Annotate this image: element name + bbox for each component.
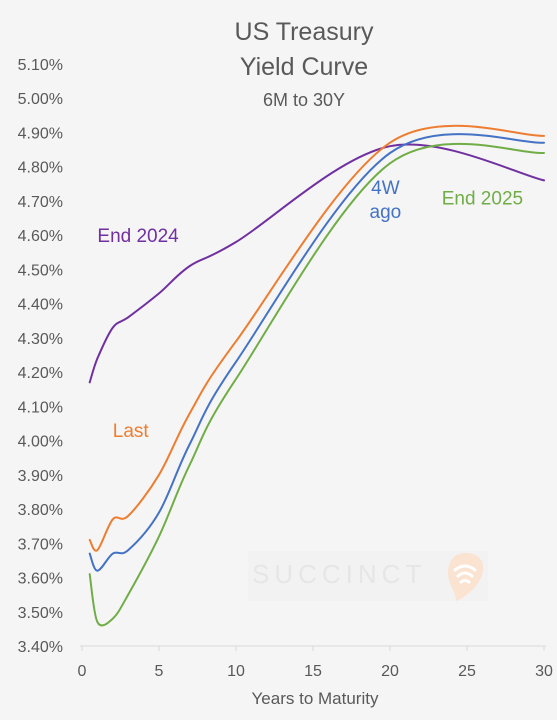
series-line-last bbox=[88, 124, 545, 552]
y-tick-label: 4.70% bbox=[18, 194, 63, 211]
y-tick-label: 4.40% bbox=[18, 297, 63, 314]
watermark-box bbox=[248, 551, 488, 601]
x-tick-label: 15 bbox=[304, 663, 322, 680]
signal-logo-icon bbox=[448, 553, 484, 601]
x-tick-label: 25 bbox=[458, 663, 476, 680]
y-tick-label: 4.80% bbox=[18, 160, 63, 177]
y-tick-label: 3.40% bbox=[18, 639, 63, 656]
watermark-text: SUCCINCT bbox=[252, 559, 426, 589]
chart-title-line-1: US Treasury bbox=[235, 18, 374, 46]
y-tick-label: 3.50% bbox=[18, 605, 63, 622]
x-axis-ticks: 0 5 10 15 20 25 30 bbox=[78, 646, 553, 680]
y-tick-label: 3.80% bbox=[18, 502, 63, 519]
y-axis-ticks: 3.40% 3.50% 3.60% 3.70% 3.80% 3.90% 4.00% 4.10%… bbox=[18, 57, 63, 656]
series-lines bbox=[88, 124, 545, 627]
y-tick-label: 5.10% bbox=[18, 57, 63, 74]
series-line-end-2024 bbox=[88, 143, 545, 384]
y-tick-label: 3.70% bbox=[18, 536, 63, 553]
y-tick-label: 4.90% bbox=[18, 125, 63, 142]
series-label-4w-ago: 4W bbox=[371, 178, 400, 199]
y-tick-label: 5.00% bbox=[18, 91, 63, 108]
chart-title-line-2: Yield Curve bbox=[240, 53, 368, 81]
y-tick-label: 4.20% bbox=[18, 365, 63, 382]
y-tick-label: 3.90% bbox=[18, 468, 63, 485]
y-tick-label: 4.30% bbox=[18, 331, 63, 348]
series-label-4w-ago: ago bbox=[370, 202, 402, 223]
series-label-end-2024: End 2024 bbox=[97, 226, 179, 247]
x-tick-label: 0 bbox=[78, 663, 87, 680]
watermark: SUCCINCT bbox=[248, 551, 488, 601]
y-tick-label: 4.60% bbox=[18, 228, 63, 245]
x-tick-label: 5 bbox=[155, 663, 164, 680]
chart-subtitle: 6M to 30Y bbox=[263, 90, 345, 110]
x-tick-label: 30 bbox=[535, 663, 553, 680]
series-line-end-2025 bbox=[88, 142, 545, 627]
y-tick-label: 4.10% bbox=[18, 399, 63, 416]
series-line-4w-ago bbox=[88, 133, 545, 572]
x-axis-label: Years to Maturity bbox=[252, 689, 379, 708]
x-tick-label: 10 bbox=[227, 663, 245, 680]
series-label-end-2025: End 2025 bbox=[442, 188, 523, 209]
x-tick-label: 20 bbox=[381, 663, 399, 680]
series-label-last: Last bbox=[113, 421, 150, 442]
y-tick-label: 3.60% bbox=[18, 571, 63, 588]
y-tick-label: 4.00% bbox=[18, 434, 63, 451]
y-tick-label: 4.50% bbox=[18, 262, 63, 279]
series-labels: End 2024 Last 4W ago End 2025 bbox=[97, 178, 523, 442]
